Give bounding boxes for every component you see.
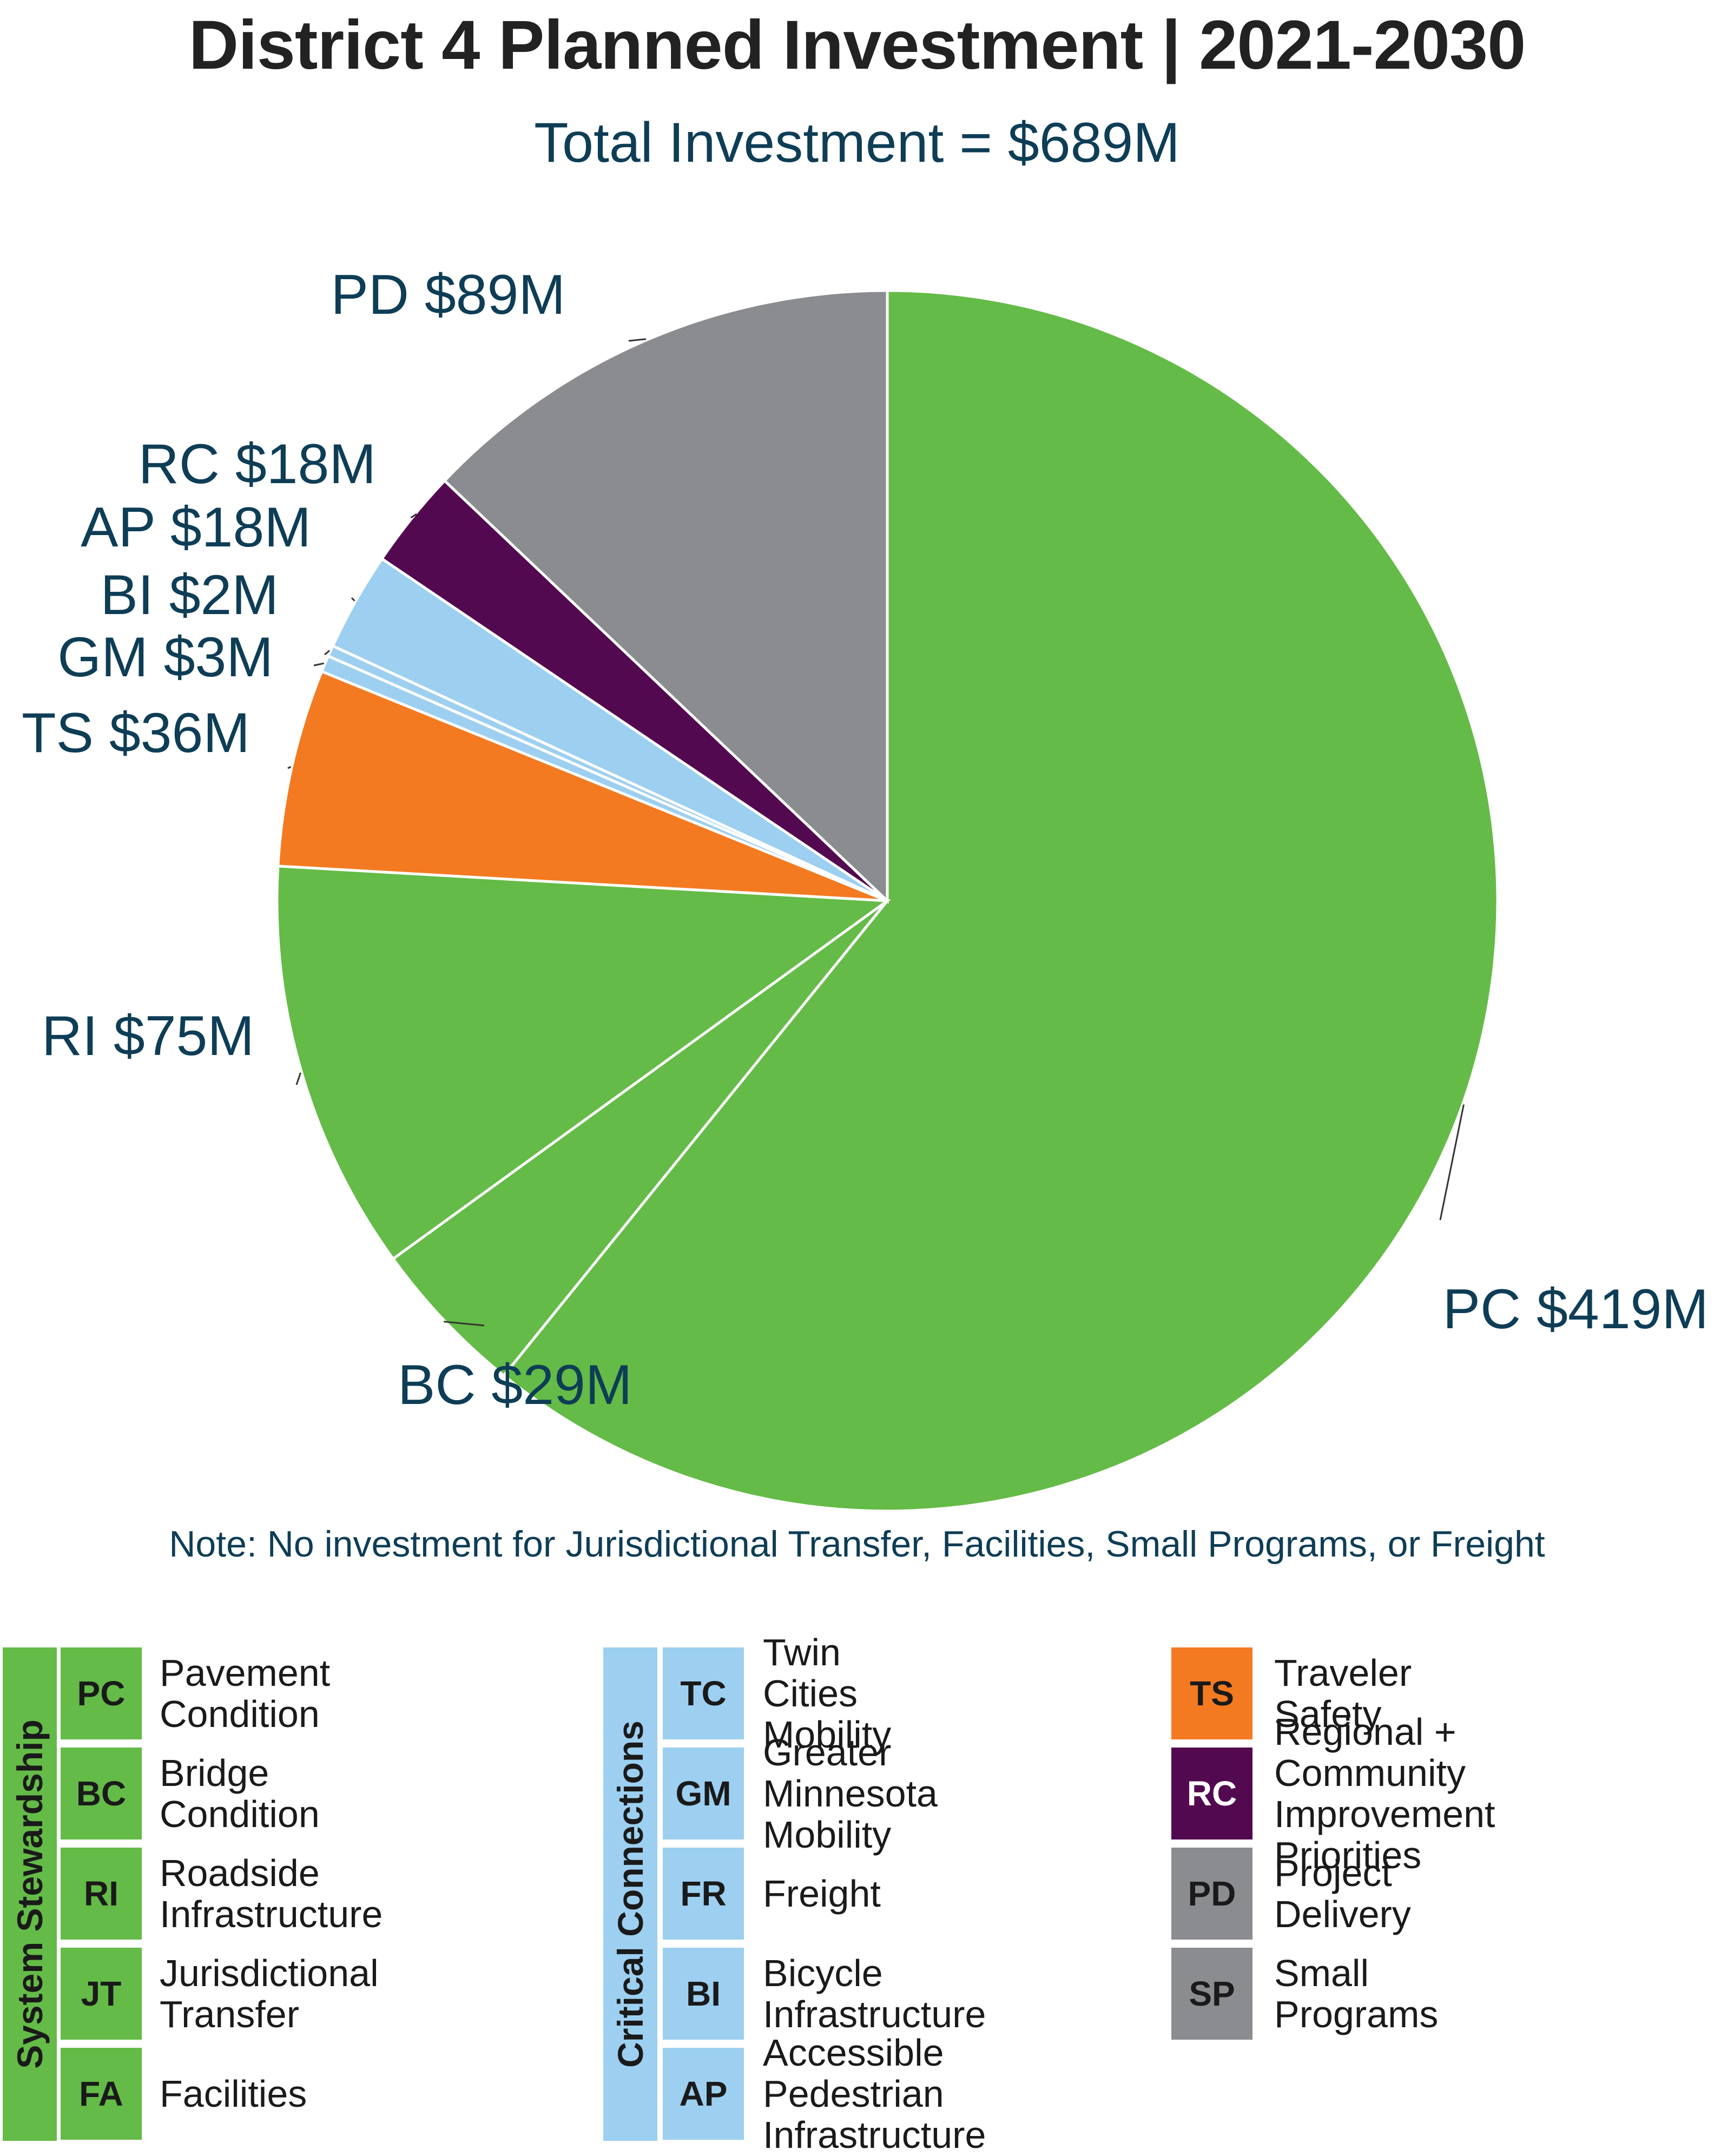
chart-title: District 4 Planned Investment | 2021-203… (188, 6, 1526, 84)
legend-code-sp: SP (1171, 1948, 1252, 2040)
legend-code-tc: TC (663, 1647, 744, 1739)
leader-line-ap (351, 597, 355, 602)
slice-label-bi: BI $2M (101, 564, 279, 627)
pie-slice-ri (275, 865, 892, 1261)
legend-label-ts: Traveler Safety (1274, 1652, 1412, 1735)
legend-label-jt: Jurisdictional Transfer (160, 1952, 379, 2035)
leader-line-gm (313, 662, 325, 667)
pie-slice-pc (502, 289, 1499, 1513)
legend-code-rc: RC (1171, 1748, 1252, 1839)
legend-label-fa: Facilities (160, 2073, 307, 2115)
slice-label-ri: RI $75M (42, 1005, 254, 1067)
legend-code-ts: TS (1171, 1647, 1252, 1739)
legend-code-fr: FR (663, 1848, 744, 1940)
legend-label-pc: Pavement Condition (160, 1652, 331, 1735)
legend-code-ap: AP (663, 2048, 744, 2140)
leader-line-bi (324, 650, 330, 656)
slice-label-pc: PC $419M (1443, 1278, 1709, 1341)
pie-slice-bc (391, 899, 888, 1378)
legend-code-ri: RI (61, 1848, 142, 1940)
slice-label-gm: GM $3M (57, 626, 273, 689)
legend-label-ap: Accessible Pedestrian Infrastructure (763, 2032, 986, 2156)
chart-note: Note: No investment for Jurisdictional T… (169, 1524, 1545, 1565)
legend-group-title: Critical Connections (610, 1720, 650, 2068)
slice-label-ts: TS $36M (22, 702, 250, 764)
leader-line-rc (410, 513, 417, 519)
legend-code-pd: PD (1171, 1848, 1252, 1940)
slice-label-ap: AP $18M (81, 496, 311, 559)
legend-code-bc: BC (61, 1748, 142, 1839)
leader-line-ri (295, 1072, 302, 1085)
legend-label-bi: Bicycle Infrastructure (763, 1952, 986, 2035)
leader-line-ts (287, 766, 292, 769)
legend-group-bar: Critical Connections (603, 1647, 657, 2141)
legend-code-bi: BI (663, 1948, 744, 2040)
pie-slice-pd (443, 289, 889, 904)
legend-label-rc: Regional + Community Improvement Priorit… (1274, 1711, 1495, 1876)
legend-label-gm: Greater Minnesota Mobility (763, 1731, 938, 1856)
legend-group-bar: System Stewardship (3, 1647, 57, 2141)
legend-code-fa: FA (61, 2048, 142, 2140)
legend-group-title: System Stewardship (10, 1719, 50, 2069)
leader-line-pc (1439, 1104, 1465, 1221)
slice-label-bc: BC $29M (398, 1354, 632, 1416)
legend-label-bc: Bridge Condition (160, 1752, 320, 1835)
legend-label-pd: Project Delivery (1274, 1852, 1411, 1935)
slice-label-pd: PD $89M (331, 263, 565, 326)
legend-code-gm: GM (663, 1748, 744, 1839)
legend-label-fr: Freight (763, 1873, 881, 1915)
chart-subtitle: Total Investment = $689M (534, 111, 1180, 174)
legend-label-tc: Twin Cities Mobility (763, 1631, 892, 1756)
legend-code-jt: JT (61, 1948, 142, 2040)
pie-slice-ts (276, 669, 888, 902)
legend-label-ri: Roadside Infrastructure (160, 1852, 383, 1935)
legend-code-pc: PC (61, 1647, 142, 1739)
leader-line-pd (628, 338, 647, 342)
leader-line-bc (444, 1321, 485, 1327)
legend-label-sp: Small Programs (1274, 1952, 1439, 2035)
slice-label-rc: RC $18M (139, 433, 376, 496)
